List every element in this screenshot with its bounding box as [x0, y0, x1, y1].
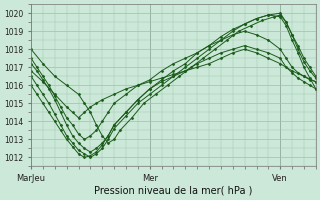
X-axis label: Pression niveau de la mer( hPa ): Pression niveau de la mer( hPa ) [94, 186, 252, 196]
